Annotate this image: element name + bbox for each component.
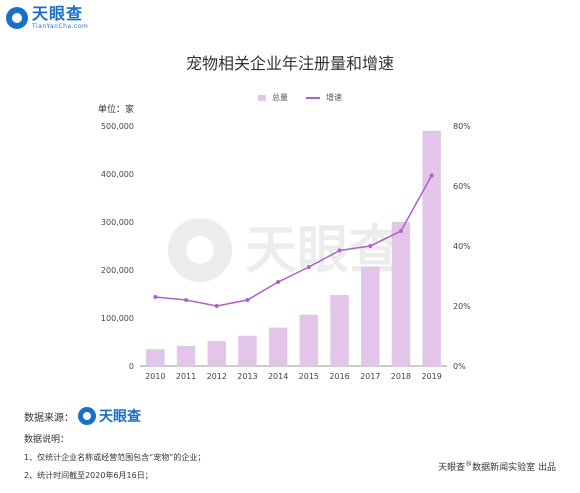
x-tick-label: 2016 (329, 372, 349, 381)
y-tick-label: 400,000 (101, 170, 134, 179)
bar-2013 (238, 335, 257, 366)
brand-eye-icon (6, 7, 28, 29)
chart-title: 宠物相关企业年注册量和增速 (185, 54, 394, 73)
x-tick-label: 2012 (207, 372, 227, 381)
note-2: 2、统计时间截至2020年6月16日； (24, 471, 153, 480)
growth-point-2014 (276, 280, 281, 284)
legend-bar-swatch (258, 94, 266, 101)
bar-2018 (391, 222, 411, 366)
credit: 天眼查®数据新闻实验室 出品 (438, 460, 556, 473)
growth-point-2016 (337, 248, 342, 253)
bar-2011 (176, 345, 196, 366)
x-tick-label: 2017 (360, 372, 380, 381)
credit-brand: 天眼查 (438, 463, 466, 473)
y2-tick-label: 20% (453, 302, 471, 311)
credit-text: 数据新闻实验室 出品 (472, 463, 556, 473)
y-tick-label: 200,000 (101, 266, 134, 275)
data-source: 数据来源： 天眼查 (24, 406, 141, 426)
x-tick-label: 2015 (299, 372, 319, 381)
growth-point-2010 (153, 295, 158, 299)
y-tick-label: 100,000 (101, 314, 134, 323)
source-eye-icon (78, 407, 96, 425)
growth-point-2012 (214, 304, 219, 308)
growth-point-2011 (184, 298, 189, 302)
note-1: 1、仅统计企业名称或经营范围包含“宠物”的企业； (24, 453, 206, 462)
legend-bar-label: 总量 (272, 93, 288, 102)
notes-title: 数据说明： (24, 435, 70, 445)
bar-2016 (330, 294, 349, 366)
brand-name: 天眼查 (32, 4, 84, 23)
source-label: 数据来源： (24, 412, 74, 424)
bar-2017 (361, 266, 380, 366)
x-tick-label: 2019 (421, 372, 441, 381)
bar-2019 (422, 130, 441, 366)
chart-legend: 总量 增速 (258, 92, 342, 103)
legend-line-label: 增速 (326, 93, 342, 102)
growth-line (155, 175, 433, 307)
y2-tick-label: 0% (453, 362, 466, 371)
source-logo: 天眼查 (78, 406, 141, 426)
bar-2012 (207, 341, 226, 366)
growth-point-2018 (398, 229, 403, 233)
bar-2014 (268, 327, 288, 366)
brand-domain: TianYanCha.com (32, 23, 89, 30)
y2-tick-label: 40% (453, 242, 471, 251)
growth-point-2013 (245, 298, 250, 302)
source-brand: 天眼查 (99, 409, 141, 425)
unit-label: 单位：家 (98, 105, 135, 115)
y2-tick-label: 60% (453, 182, 471, 191)
x-tick-label: 2014 (268, 372, 288, 381)
x-tick-label: 2013 (237, 372, 257, 381)
y-tick-label: 0 (129, 362, 134, 371)
y-tick-label: 500,000 (101, 122, 134, 131)
x-tick-label: 2010 (145, 372, 165, 381)
registered-mark: ® (465, 460, 473, 468)
bar-2010 (146, 349, 165, 366)
y2-tick-label: 80% (453, 122, 471, 131)
y-tick-label: 300,000 (101, 218, 134, 227)
growth-point-2019 (429, 173, 434, 178)
legend-line-swatch (306, 96, 320, 99)
x-tick-label: 2018 (391, 372, 411, 381)
brand-logo: 天眼查 TianYanCha.com (6, 6, 88, 30)
growth-point-2017 (368, 244, 373, 248)
x-tick-label: 2011 (176, 372, 196, 381)
bar-2015 (299, 314, 319, 366)
growth-point-2015 (306, 265, 311, 269)
